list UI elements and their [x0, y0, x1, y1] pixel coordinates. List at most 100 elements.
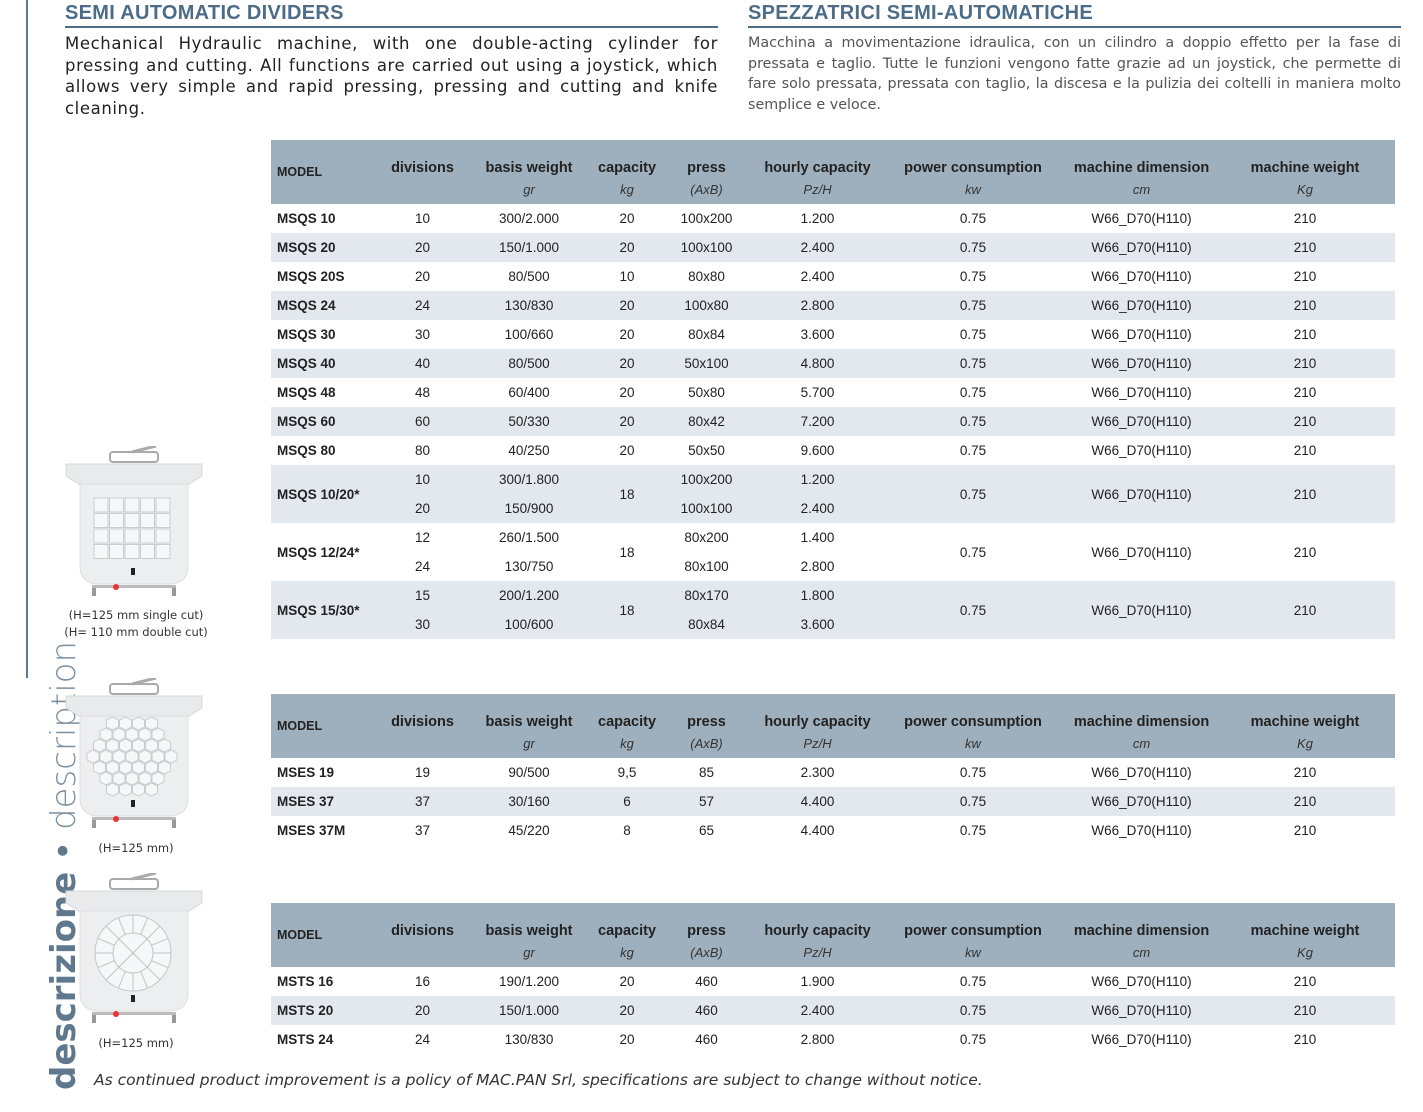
capacity-cell: 20: [598, 349, 656, 378]
table-row: MSQS 20 20 150/1.000 20 100x100 2.400 0.75 W66_…: [271, 233, 1395, 262]
dimension-cell: W66_D70(H110): [1091, 269, 1192, 284]
dimension-cell: W66_D70(H110): [1091, 443, 1192, 458]
column-unit: Kg: [1215, 939, 1395, 967]
column-unit: [385, 730, 460, 758]
model-cell: MSQS 60: [271, 407, 385, 436]
column-unit: Kg: [1215, 176, 1395, 204]
power-cell: 0.75: [878, 996, 1068, 1025]
description-en: Mechanical Hydraulic machine, with one d…: [65, 34, 718, 118]
column-header: basis weight: [460, 903, 598, 939]
spec-table-square: MODEL divisions basis weight capacity press h…: [271, 140, 1395, 639]
table-row: 20 150/900 100x100 2.400: [271, 494, 1395, 523]
weight-cell: 210: [1293, 544, 1317, 560]
model-cell: MSQS 15/30*: [271, 581, 385, 639]
table-row: MSQS 15/30* 15 200/1.200 18 80x170 1.800 0.75 W…: [271, 581, 1395, 639]
table-row: MSQS 40 40 80/500 20 50x100 4.800 0.75 W66_D70(…: [271, 349, 1395, 378]
header-row: MODEL divisions basis weight capacity press h…: [271, 694, 1395, 758]
spec-table-hexagon: MODEL divisions basis weight capacity press h…: [271, 694, 1395, 845]
hourly-capacity-cell: 1.200: [757, 465, 878, 494]
basis-weight-cell: 50/330: [460, 407, 598, 436]
table-row: MSQS 24 24 130/830 20 100x80 2.800 0.75 W66_D70…: [271, 291, 1395, 320]
press-cell: 80x84: [688, 327, 725, 342]
weight-cell: 210: [1215, 291, 1395, 320]
column-header: power consumption: [878, 903, 1068, 939]
power-cell: 0.75: [878, 465, 1068, 523]
press-cell: 50x80: [688, 385, 725, 400]
column-unit: kw: [878, 939, 1068, 967]
divisions-cell: 16: [414, 974, 431, 989]
column-header: hourly capacity: [757, 140, 878, 176]
weight-cell: 210: [1215, 996, 1395, 1025]
model-cell: MSQS 24: [271, 291, 385, 320]
column-header: power consumption: [878, 694, 1068, 730]
divisions-cell: 24: [414, 559, 431, 574]
table-row: 30 100/600 80x84 3.600: [271, 610, 1395, 639]
hourly-capacity-cell: 1.200: [800, 211, 835, 226]
weight-cell: 210: [1215, 407, 1395, 436]
capacity-cell: 20: [598, 407, 656, 436]
dimension-cell: W66_D70(H110): [1068, 996, 1215, 1025]
dimension-cell: W66_D70(H110): [1068, 349, 1215, 378]
header-row: MODEL divisions basis weight capacity press h…: [271, 140, 1395, 204]
divisions-cell: 24: [414, 1032, 431, 1047]
column-unit: kg: [598, 730, 656, 758]
dimension-cell: W66_D70(H110): [1091, 385, 1192, 400]
title-it: SPEZZATRICI SEMI-AUTOMATICHE: [748, 2, 1401, 28]
units-row: gr kg (AxB) Pz/H kw cm Kg: [271, 730, 1395, 758]
dimension-cell: W66_D70(H110): [1091, 211, 1192, 226]
divisions-cell: 10: [385, 465, 460, 494]
press-cell: 57: [656, 787, 757, 816]
power-cell: 0.75: [959, 974, 987, 989]
press-cell: 100x100: [656, 233, 757, 262]
press-cell: 80x100: [684, 559, 729, 574]
table-row: MSQS 12/24* 12 260/1.500 18 80x200 1.400 0.75 W…: [271, 523, 1395, 560]
spec-table-round: MODEL divisions basis weight capacity press h…: [271, 903, 1395, 1054]
hexagon-divider-machine-icon: [62, 676, 206, 835]
units-row: gr kg (AxB) Pz/H kw cm Kg: [271, 939, 1395, 967]
capacity-cell: 10: [619, 269, 635, 284]
weight-cell: 210: [1293, 211, 1317, 226]
divisions-cell: 10: [414, 211, 431, 226]
basis-weight-cell: 80/500: [460, 349, 598, 378]
capacity-cell: 18: [598, 581, 656, 639]
divisions-cell: 20: [385, 233, 460, 262]
model-cell: MSQS 12/24*: [277, 544, 360, 560]
dimension-cell: W66_D70(H110): [1091, 765, 1192, 780]
column-header: press: [656, 903, 757, 939]
table-row: MSQS 10/20* 10 300/1.800 18 100x200 1.200 0.75…: [271, 465, 1395, 523]
table-row: MSTS 20 20 150/1.000 20 460 2.400 0.75 W66_D70(…: [271, 996, 1395, 1025]
hourly-capacity-cell: 3.600: [800, 327, 835, 342]
table-row: MSQS 10 10 300/2.000 20 100x200 1.200 0.75 W66_…: [271, 204, 1395, 233]
hourly-capacity-cell: 7.200: [757, 407, 878, 436]
weight-cell: 210: [1293, 823, 1317, 838]
column-header: basis weight: [460, 140, 598, 176]
basis-weight-cell: 80/500: [508, 269, 550, 284]
divisions-cell: 37: [385, 787, 460, 816]
dimension-cell: W66_D70(H110): [1091, 544, 1192, 560]
column-unit: cm: [1068, 939, 1215, 967]
model-cell: MSES 37M: [277, 823, 346, 838]
title-en: SEMI AUTOMATIC DIVIDERS: [65, 2, 718, 28]
press-cell: 460: [695, 974, 718, 989]
press-cell: 50x50: [688, 443, 725, 458]
hourly-capacity-cell: 9.600: [800, 443, 835, 458]
column-header-model: MODEL: [271, 694, 385, 758]
basis-weight-cell: 300/2.000: [498, 211, 560, 226]
press-cell: 100x100: [656, 494, 757, 523]
column-header-model: MODEL: [271, 140, 385, 204]
divisions-cell: 37: [414, 823, 431, 838]
power-cell: 0.75: [878, 581, 1068, 639]
basis-weight-cell: 300/1.800: [460, 465, 598, 494]
capacity-cell: 20: [619, 211, 635, 226]
press-cell: 460: [656, 996, 757, 1025]
power-cell: 0.75: [959, 269, 987, 284]
column-header: divisions: [385, 694, 460, 730]
table-row: MSES 19 19 90/500 9,5 85 2.300 0.75 W66_D70(H11…: [271, 758, 1395, 787]
basis-weight-cell: 45/220: [508, 823, 550, 838]
description-it: Macchina a movimentazione idraulica, con…: [748, 35, 1401, 113]
basis-weight-cell: 260/1.500: [498, 530, 560, 545]
capacity-cell: 20: [619, 327, 635, 342]
column-header: machine dimension: [1068, 140, 1215, 176]
table-row: MSQS 30 30 100/660 20 80x84 3.600 0.75 W66_D70(…: [271, 320, 1395, 349]
column-header: machine weight: [1215, 140, 1395, 176]
